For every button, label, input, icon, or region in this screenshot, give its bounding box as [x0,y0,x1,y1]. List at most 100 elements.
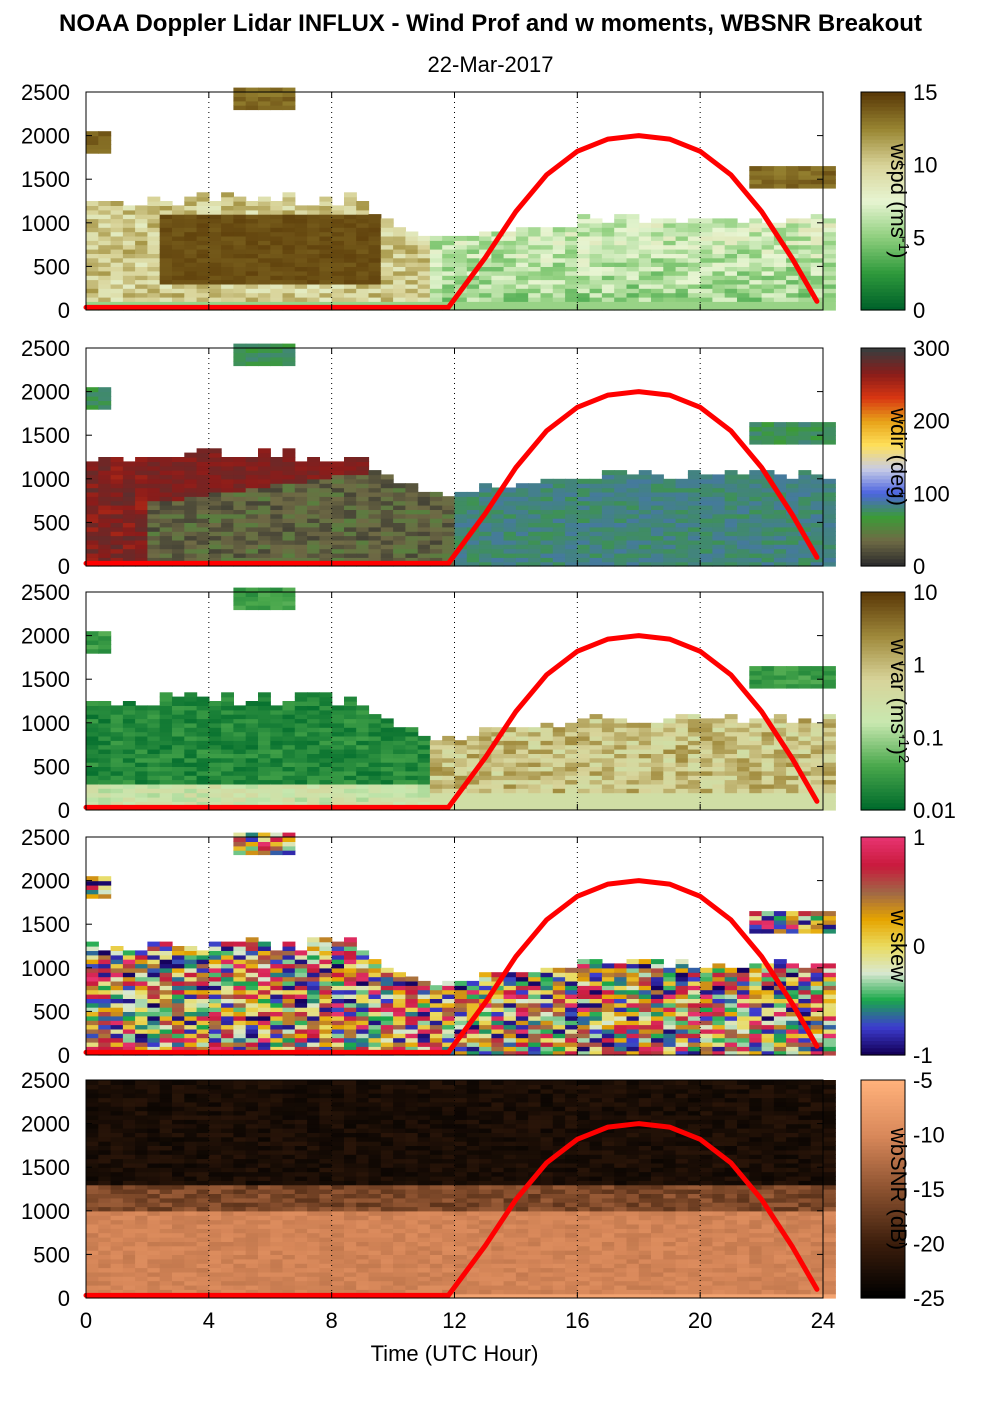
colorbar-segment [861,446,905,451]
colorbar-segment [861,1229,905,1234]
colorbar-segment [861,355,905,360]
colorbar-segment [861,395,905,400]
colorbar-segment [861,726,905,731]
colorbar-segment [861,1192,905,1197]
colorbar-segment [861,1044,905,1049]
colorbar-tick-label: 0 [913,934,925,959]
colorbar-segment [861,526,905,531]
colorbar-segment [861,555,905,560]
colorbar-segment [861,270,905,275]
colorbar-tick-label: 1 [913,653,925,678]
colorbar-segment [861,840,905,845]
colorbar-segment [861,780,905,786]
colorbar-segment [861,161,905,166]
colorbar-segment [861,417,905,422]
colorbar-segment [861,1189,905,1194]
y-tick-label: 1500 [21,912,70,937]
colorbar-tick-label: -25 [913,1286,945,1311]
colorbar-segment [861,106,905,111]
colorbar-segment [861,909,905,914]
colorbar-tick-label: -5 [913,1068,933,1093]
colorbar-segment [861,493,905,498]
colorbar-segment [861,1004,905,1009]
colorbar-segment [861,844,905,849]
colorbar-segment [861,1083,905,1088]
colorbar-segment [861,197,905,202]
colorbar-segment [861,117,905,122]
colorbar-segment [861,708,905,713]
colorbar-segment [861,208,905,213]
colorbar-label: w var (ms-1)2 [886,638,913,763]
colorbar-segment [861,887,905,893]
colorbar-segment [861,675,905,680]
colorbar-segment [861,255,905,260]
colorbar-segment [861,1156,905,1161]
y-tick-label: 1500 [21,423,70,448]
colorbar-segment [861,722,905,727]
colorbar-segment [861,562,905,567]
colorbar-segment [861,302,905,307]
colorbar-segment [861,924,905,929]
colorbar-segment [861,219,905,224]
colorbar-tick-label: 10 [913,153,937,178]
colorbar-segment [861,1123,905,1128]
colorbar-segment [861,1221,905,1226]
colorbar-segment [861,402,905,407]
colorbar-segment [861,442,905,447]
colorbar-segment [861,1236,905,1241]
colorbar-segment [861,366,905,371]
y-tick-label: 500 [33,1242,70,1267]
colorbar-segment [861,182,905,187]
y-tick-label: 2500 [21,1068,70,1093]
colorbar-segment [861,171,905,177]
colorbar-tick-label: 15 [913,80,937,105]
colorbar-segment [861,949,905,954]
colorbar-segment [861,1279,905,1284]
colorbar-segment [861,427,905,433]
colorbar-segment [861,617,905,622]
colorbar-segment [861,1141,905,1146]
x-tick-label: 0 [80,1308,92,1333]
colorbar-segment [861,251,905,257]
y-tick-label: 2500 [21,580,70,605]
colorbar-label: w skew [886,909,911,982]
colorbar-segment [861,1033,905,1038]
colorbar-segment [861,1130,905,1136]
colorbar-segment [861,693,905,698]
panel-2-heatmap [86,343,836,567]
colorbar-segment [861,935,905,940]
colorbar-segment [861,489,905,494]
colorbar-segment [861,942,905,947]
colorbar-segment [861,201,905,206]
colorbar-segment [861,113,905,118]
colorbar-segment [861,449,905,454]
colorbar-segment [861,413,905,418]
colorbar-segment [861,1272,905,1277]
colorbar-segment [861,866,905,871]
colorbar-segment [861,1232,905,1237]
colorbar-segment [861,1090,905,1096]
colorbar-segment [861,657,905,662]
colorbar-segment [861,777,905,782]
colorbar-segment [861,291,905,296]
colorbar-segment [861,351,905,356]
x-tick-label: 16 [565,1308,589,1333]
colorbar-segment [861,1163,905,1168]
colorbar-segment [861,880,905,885]
solar-elevation-curve [83,389,820,566]
colorbar-segment [861,1127,905,1132]
colorbar-3: 0.01 0.1 1 10 w var (ms-1)2 [860,580,956,823]
colorbar-segment [861,682,905,687]
colorbar-segment [861,938,905,943]
colorbar-segment [861,431,905,436]
panel-1-heatmap [86,87,836,311]
colorbar-segment [861,1000,905,1005]
colorbar-frame [860,591,906,811]
colorbar-segment [861,204,905,209]
colorbar-segment [861,515,905,520]
colorbar-segment [861,661,905,666]
colorbar-segment [861,621,905,626]
colorbar-segment [861,388,905,393]
colorbar-segment [861,128,905,133]
